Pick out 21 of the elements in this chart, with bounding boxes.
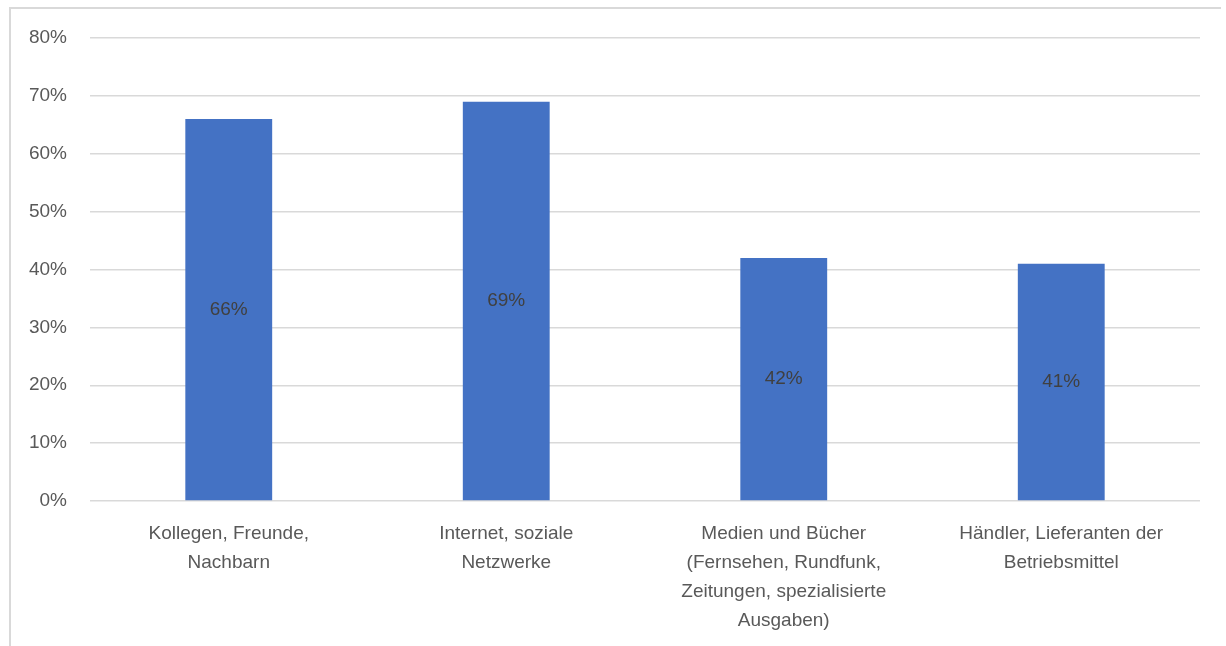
x-tick-label: Internet, soziale Netzwerke xyxy=(439,521,574,572)
data-label: 66% xyxy=(209,297,248,319)
y-tick-label: 30% xyxy=(28,315,68,337)
y-tick-label: 50% xyxy=(28,199,68,221)
y-tick-label: 0% xyxy=(39,489,68,511)
bar xyxy=(1017,263,1105,501)
data-label: 42% xyxy=(764,367,803,389)
bar xyxy=(462,101,550,501)
y-tick-label: 20% xyxy=(28,373,68,395)
bar xyxy=(185,119,273,501)
bar xyxy=(740,257,828,501)
data-label: 41% xyxy=(1042,370,1081,392)
y-tick-label: 80% xyxy=(28,26,68,48)
y-tick-label: 60% xyxy=(28,141,68,163)
x-tick-label: Kollegen, Freunde, Nachbarn xyxy=(148,521,310,572)
data-label: 69% xyxy=(487,289,526,311)
x-tick-label: Händler, Lieferanten der Betriebsmittel xyxy=(959,521,1164,572)
x-tick-label: Medien und Bücher (Fernsehen, Rundfunk, Zeitungen, spezialisierte Ausgaben) xyxy=(681,521,887,630)
y-tick-label: 10% xyxy=(28,431,68,453)
y-tick-label: 70% xyxy=(28,84,68,106)
y-tick-label: 40% xyxy=(28,257,68,279)
